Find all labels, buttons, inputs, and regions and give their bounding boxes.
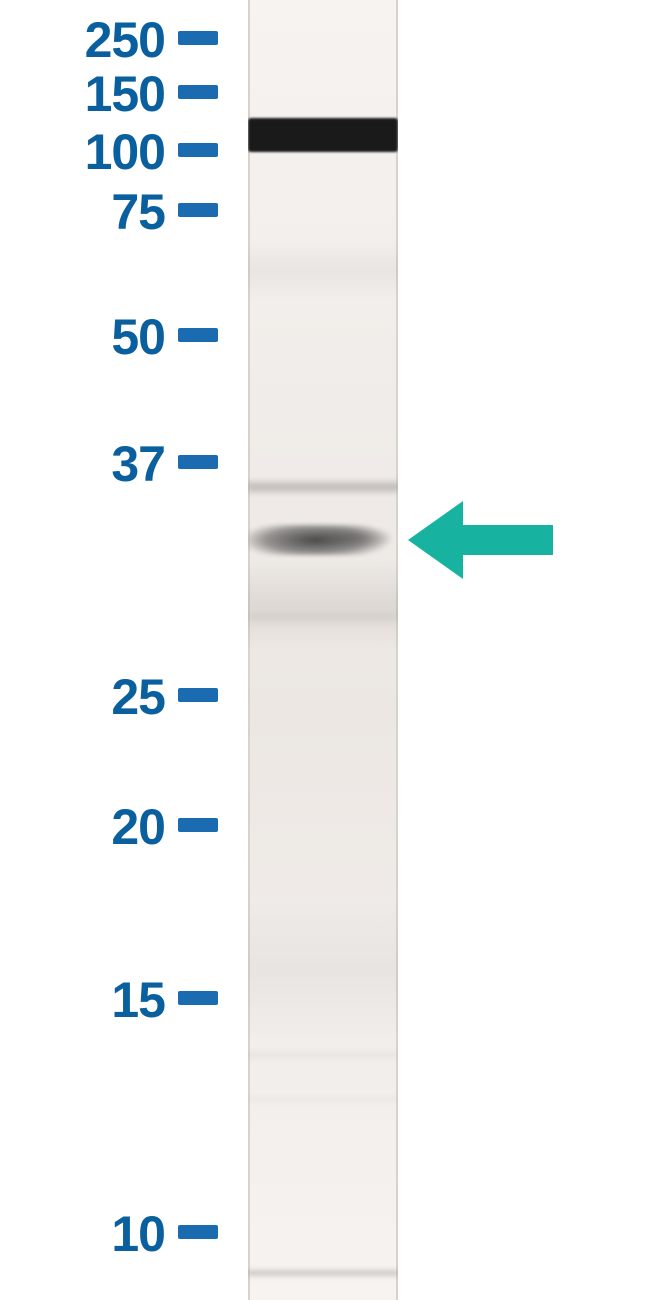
ladder-label-250: 250 (85, 11, 165, 69)
ladder-tick-20 (178, 818, 218, 832)
western-blot: 25015010075 50 37 25 20 15 10 (0, 0, 650, 1300)
protein-band (248, 1095, 398, 1103)
ladder-label-75: 75 (111, 183, 165, 241)
protein-band (248, 525, 398, 555)
ladder-label-50: 50 (111, 308, 165, 366)
lane-noise (248, 240, 398, 300)
lane-noise (248, 900, 398, 1040)
ladder-tick-75 (178, 203, 218, 217)
ladder-label-150: 150 (85, 65, 165, 123)
ladder-label-37: 37 (111, 435, 165, 493)
ladder-label-10: 10 (111, 1205, 165, 1263)
protein-band (248, 118, 398, 152)
protein-band (248, 1050, 398, 1060)
ladder-label-20: 20 (111, 798, 165, 856)
ladder-label-25: 25 (111, 668, 165, 726)
ladder-label-100: 100 (85, 123, 165, 181)
ladder-tick-15 (178, 991, 218, 1005)
lane-background (248, 0, 398, 1300)
protein-band (248, 478, 398, 496)
ladder-tick-50 (178, 328, 218, 342)
blot-lane (248, 0, 398, 1300)
ladder-label-15: 15 (111, 971, 165, 1029)
protein-band (248, 610, 398, 624)
arrow-head-icon (408, 501, 463, 579)
arrow-shaft (463, 525, 553, 555)
ladder-tick-37 (178, 455, 218, 469)
ladder-tick-100 (178, 143, 218, 157)
ladder-tick-250 (178, 31, 218, 45)
indicator-arrow (408, 501, 553, 579)
ladder-tick-25 (178, 688, 218, 702)
ladder-tick-10 (178, 1225, 218, 1239)
lane-noise (248, 560, 398, 650)
ladder-tick-150 (178, 85, 218, 99)
protein-band (248, 1268, 398, 1278)
